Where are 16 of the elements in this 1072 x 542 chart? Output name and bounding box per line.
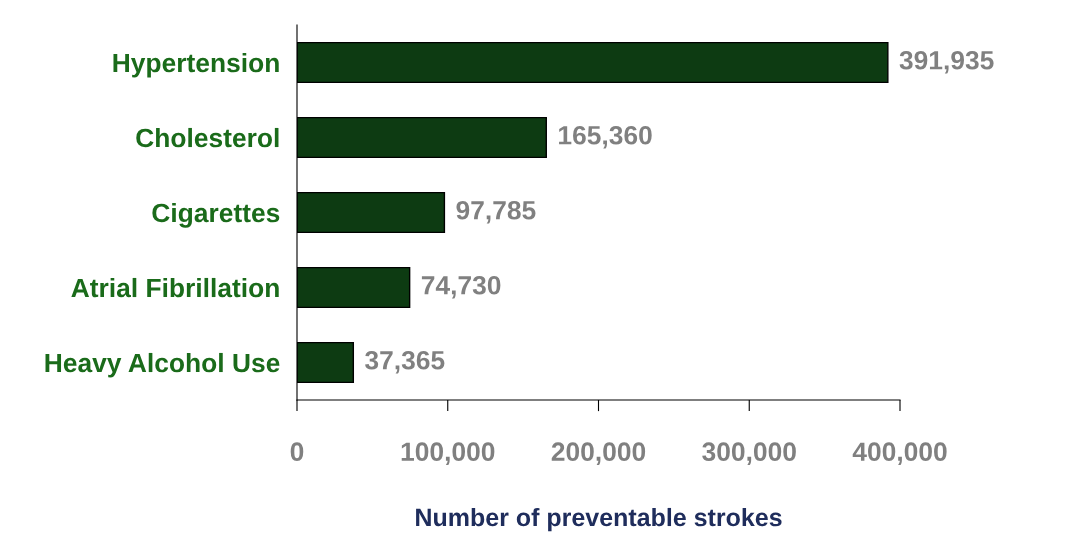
- x-tick-label: 0: [290, 442, 304, 462]
- data-label: 74,730: [421, 275, 501, 299]
- y-tick-label: Atrial Fibrillation: [71, 277, 279, 298]
- data-label: 165,360: [559, 125, 652, 149]
- y-tick-label: Cigarettes: [152, 202, 280, 228]
- y-tick-label: Cholesterol: [136, 127, 279, 148]
- x-tick-label: 200,000: [551, 442, 646, 465]
- x-axis-title: Number of preventable strokes: [416, 507, 782, 532]
- y-tick-label: Hypertension: [113, 52, 279, 78]
- y-tick-label: Heavy Alcohol Use: [45, 352, 280, 378]
- x-tick-label: 400,000: [852, 442, 947, 465]
- data-label: 97,785: [456, 200, 536, 224]
- x-tick-label: 300,000: [702, 442, 796, 465]
- data-label: 37,365: [365, 350, 445, 374]
- data-label: 391,935: [899, 50, 994, 74]
- x-tick-label: 100,000: [401, 442, 495, 465]
